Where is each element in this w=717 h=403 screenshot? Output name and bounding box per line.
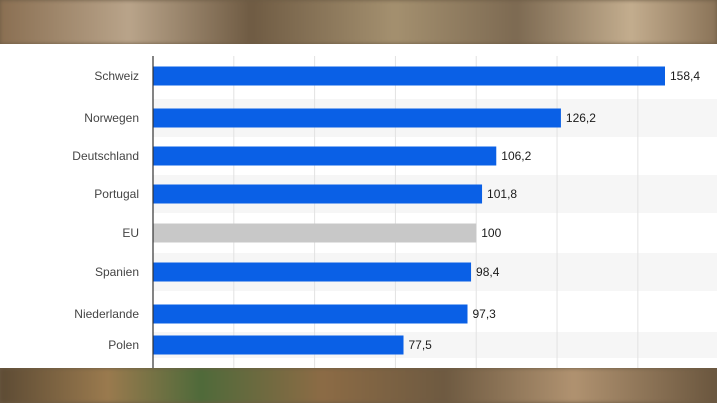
bar-schweiz [153, 66, 665, 86]
category-label: Spanien [95, 265, 139, 279]
value-label: 101,8 [487, 187, 517, 201]
bar-portugal [153, 184, 483, 204]
bar-deutschland [153, 146, 497, 166]
category-label: Deutschland [72, 149, 139, 163]
value-label: 97,3 [473, 307, 497, 321]
value-label: 126,2 [566, 111, 596, 125]
value-label: 100 [481, 226, 501, 240]
bar-polen [153, 335, 404, 355]
category-label: Polen [108, 338, 139, 352]
value-label: 106,2 [501, 149, 531, 163]
bar-norwegen [153, 108, 561, 128]
category-label: Schweiz [94, 69, 139, 83]
category-label: Norwegen [84, 111, 139, 125]
background-photo-top [0, 0, 717, 44]
value-label: 98,4 [476, 265, 500, 279]
value-label: 77,5 [409, 338, 433, 352]
background-photo-bottom [0, 368, 717, 403]
bar-eu [153, 223, 477, 243]
chart-panel: Schweiz Norwegen Deutschland Portugal EU Span… [0, 44, 717, 368]
category-label: EU [122, 226, 139, 240]
bar-chart: Schweiz Norwegen Deutschland Portugal EU Span… [72, 56, 717, 368]
bar-spanien [153, 262, 472, 282]
value-label: 158,4 [670, 69, 700, 83]
bar-niederlande [153, 304, 468, 324]
category-label: Portugal [94, 187, 139, 201]
category-label: Niederlande [74, 307, 139, 321]
